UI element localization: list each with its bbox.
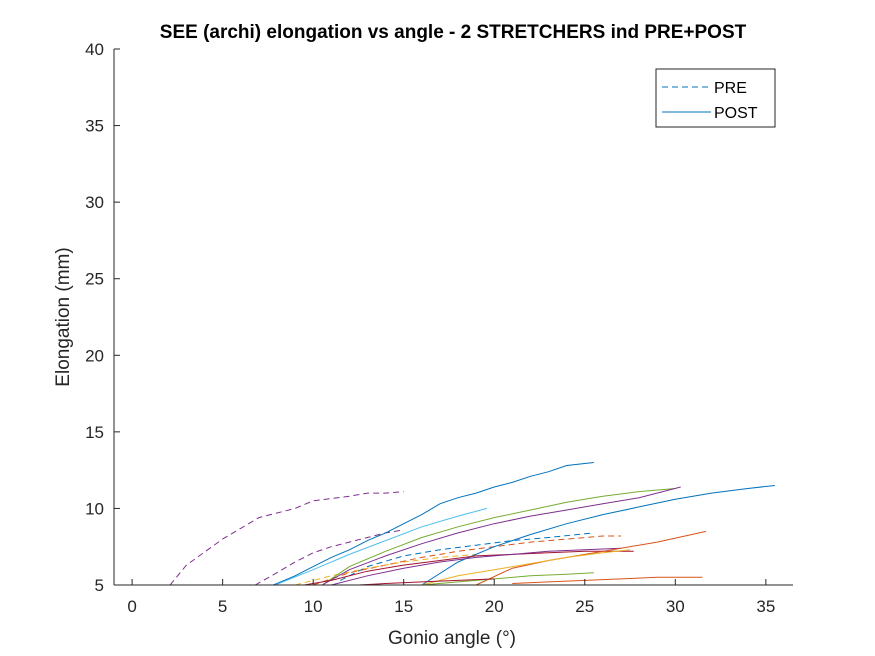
y-tick-label: 30 (85, 193, 104, 212)
series-line-pre-2 (340, 532, 594, 581)
series-line-post-6 (274, 507, 488, 586)
legend-pre-label: PRE (714, 80, 747, 97)
series-line-pre-0 (169, 491, 404, 586)
x-tick-label: 20 (485, 597, 504, 616)
x-tick-label: 25 (575, 597, 594, 616)
series-line-post-10 (304, 550, 634, 586)
y-tick-label: 15 (85, 423, 104, 442)
y-tick-label: 20 (85, 346, 104, 365)
series-line-post-16 (358, 578, 495, 586)
series-line-post-7 (321, 488, 676, 586)
series-line-post-12 (475, 530, 707, 586)
x-tick-label: 5 (218, 597, 227, 616)
series-line-post-14 (421, 572, 594, 586)
y-tick-label: 25 (85, 270, 104, 289)
series-line-pre-4 (294, 553, 477, 586)
series-line-post-5 (273, 462, 594, 586)
legend: PRE POST (655, 68, 776, 128)
series-line-post-11 (331, 547, 622, 586)
x-tick-label: 0 (127, 597, 136, 616)
series-line-post-9 (421, 485, 775, 586)
chart-title: SEE (archi) elongation vs angle - 2 STRE… (160, 22, 747, 43)
series-line-post-13 (421, 549, 631, 586)
legend-post-label: POST (714, 105, 758, 122)
x-axis-label: Gonio angle (°) (388, 628, 516, 649)
y-tick-label: 5 (95, 576, 104, 595)
axes: 0 5 10 15 20 25 30 35 5 10 15 20 25 30 35 40 (85, 40, 793, 616)
series-line-pre-1 (254, 529, 404, 586)
y-tick-label: 10 (85, 499, 104, 518)
y-tick-label: 40 (85, 40, 104, 59)
legend-box (655, 68, 776, 128)
x-tick-label: 15 (394, 597, 413, 616)
series-line-post-8 (321, 486, 681, 586)
series-layer (169, 462, 775, 586)
x-tick-label: 35 (756, 597, 775, 616)
y-axis-label: Elongation (mm) (53, 247, 74, 386)
x-tick-label: 10 (304, 597, 323, 616)
x-tick-label: 30 (666, 597, 685, 616)
y-tick-label: 35 (85, 117, 104, 136)
plot-area (114, 49, 793, 585)
series-line-post-15 (512, 576, 703, 584)
